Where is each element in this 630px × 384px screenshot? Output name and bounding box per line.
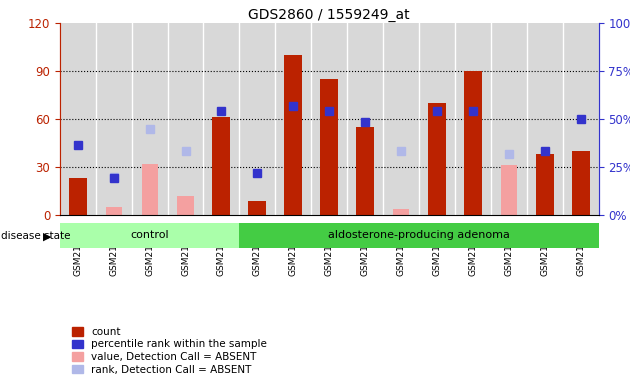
Bar xyxy=(248,200,266,215)
Text: aldosterone-producing adenoma: aldosterone-producing adenoma xyxy=(328,230,510,240)
Text: ▶: ▶ xyxy=(43,231,52,241)
Bar xyxy=(428,103,446,215)
Bar xyxy=(501,166,517,215)
Bar xyxy=(356,127,374,215)
Text: control: control xyxy=(130,230,169,240)
Legend: count, percentile rank within the sample, value, Detection Call = ABSENT, rank, : count, percentile rank within the sample… xyxy=(68,323,271,379)
Bar xyxy=(178,196,193,215)
Bar xyxy=(142,164,158,215)
Bar xyxy=(239,223,598,248)
Bar xyxy=(571,151,590,215)
Bar xyxy=(212,118,231,215)
Bar xyxy=(320,79,338,215)
Bar xyxy=(106,207,122,215)
Bar xyxy=(69,178,87,215)
Bar xyxy=(536,154,554,215)
Text: disease state: disease state xyxy=(1,231,70,241)
Bar xyxy=(284,55,302,215)
Bar xyxy=(464,71,482,215)
Bar xyxy=(393,209,409,215)
Title: GDS2860 / 1559249_at: GDS2860 / 1559249_at xyxy=(248,8,410,22)
Bar xyxy=(60,223,239,248)
